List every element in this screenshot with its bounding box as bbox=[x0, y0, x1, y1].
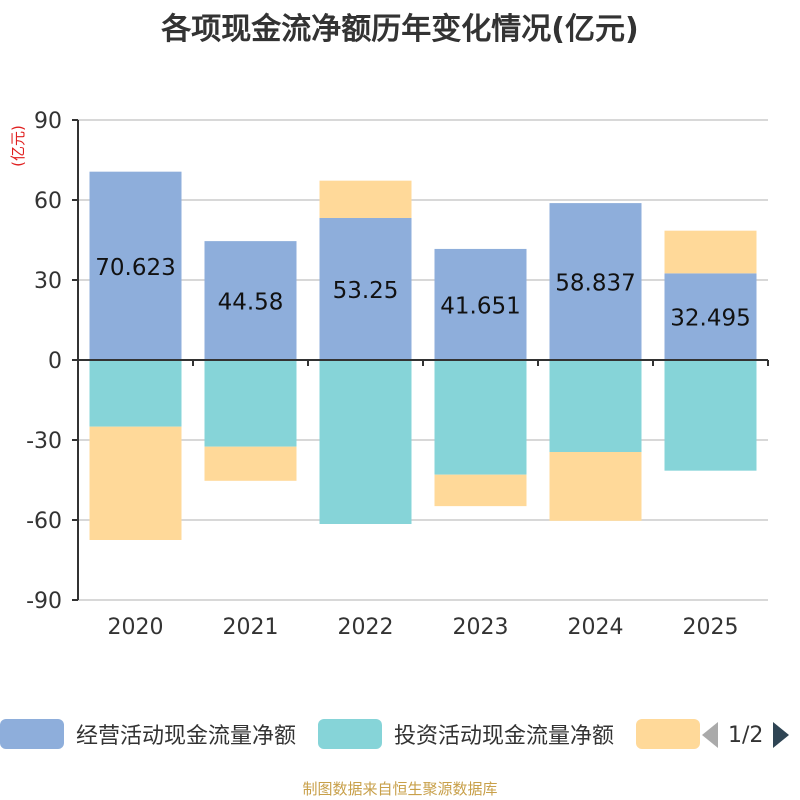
legend-swatch-financing bbox=[636, 719, 701, 749]
y-tick-label: -30 bbox=[26, 429, 62, 454]
x-tick-label: 2020 bbox=[108, 615, 164, 640]
bar-2-2021 bbox=[204, 360, 297, 447]
bar-1-2025 bbox=[664, 273, 757, 360]
data-label: 70.623 bbox=[95, 255, 175, 281]
bar-1-2020 bbox=[89, 171, 182, 360]
x-tick-label: 2022 bbox=[338, 615, 394, 640]
bar-1-2022 bbox=[319, 218, 412, 360]
legend-item-investing[interactable]: 投资活动现金流量净额 bbox=[318, 718, 614, 750]
data-label: 44.58 bbox=[218, 290, 284, 316]
bar-3-2020 bbox=[89, 426, 182, 540]
bar-2-2024 bbox=[549, 360, 642, 452]
data-label: 32.495 bbox=[670, 306, 750, 332]
bar-1-2024 bbox=[549, 203, 642, 360]
bar-1-2021 bbox=[204, 241, 297, 360]
x-tick-label: 2024 bbox=[568, 615, 624, 640]
y-tick-label: 30 bbox=[34, 269, 62, 294]
bar-2-2020 bbox=[89, 360, 182, 427]
x-tick-label: 2021 bbox=[223, 615, 279, 640]
x-tick-label: 2023 bbox=[453, 615, 509, 640]
legend-label-operating: 经营活动现金流量净额 bbox=[76, 724, 297, 749]
source-footer: 制图数据来自恒生聚源数据库 bbox=[302, 780, 498, 798]
legend-swatch-investing bbox=[318, 719, 383, 749]
y-axis-label: (亿元) bbox=[9, 125, 27, 167]
y-tick-label: 0 bbox=[48, 349, 62, 374]
bar-3-2021 bbox=[204, 446, 297, 481]
data-label: 53.25 bbox=[333, 278, 399, 304]
data-label: 41.651 bbox=[440, 293, 520, 319]
legend-item-financing[interactable] bbox=[636, 719, 701, 749]
bar-3-2022 bbox=[319, 180, 412, 218]
bar-3-2024 bbox=[549, 452, 642, 521]
chart-title: 各项现金流净额历年变化情况(亿元) bbox=[161, 12, 639, 47]
data-label: 58.837 bbox=[555, 271, 635, 297]
bar-1-2023 bbox=[434, 248, 527, 360]
bar-2-2023 bbox=[434, 360, 527, 475]
prev-page-icon[interactable] bbox=[700, 720, 720, 750]
legend-label-investing: 投资活动现金流量净额 bbox=[394, 724, 615, 749]
bar-2-2025 bbox=[664, 360, 757, 471]
legend: 经营活动现金流量净额 投资活动现金流量净额 bbox=[0, 716, 722, 752]
legend-page-indicator: 1/2 bbox=[728, 722, 764, 748]
y-tick-label: 90 bbox=[34, 109, 62, 134]
y-tick-label: -90 bbox=[26, 589, 62, 614]
bar-2-2022 bbox=[319, 360, 412, 524]
y-tick-label: 60 bbox=[34, 189, 62, 214]
legend-swatch-operating bbox=[0, 719, 64, 749]
legend-pager: 1/2 bbox=[700, 718, 791, 752]
bar-3-2023 bbox=[434, 474, 527, 507]
y-tick-label: -60 bbox=[26, 509, 62, 534]
bar-3-2025 bbox=[664, 230, 757, 274]
legend-item-operating[interactable]: 经营活动现金流量净额 bbox=[0, 718, 296, 750]
chart-canvas: 90 60 30 0 -30 -60 -90 (亿元) 2020 2021 2022 2023 2024… bbox=[9, 109, 769, 640]
next-page-icon[interactable] bbox=[771, 720, 791, 750]
x-tick-label: 2025 bbox=[683, 615, 739, 640]
